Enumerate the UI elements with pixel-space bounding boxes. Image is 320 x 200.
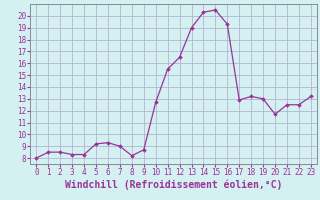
X-axis label: Windchill (Refroidissement éolien,°C): Windchill (Refroidissement éolien,°C) bbox=[65, 180, 282, 190]
